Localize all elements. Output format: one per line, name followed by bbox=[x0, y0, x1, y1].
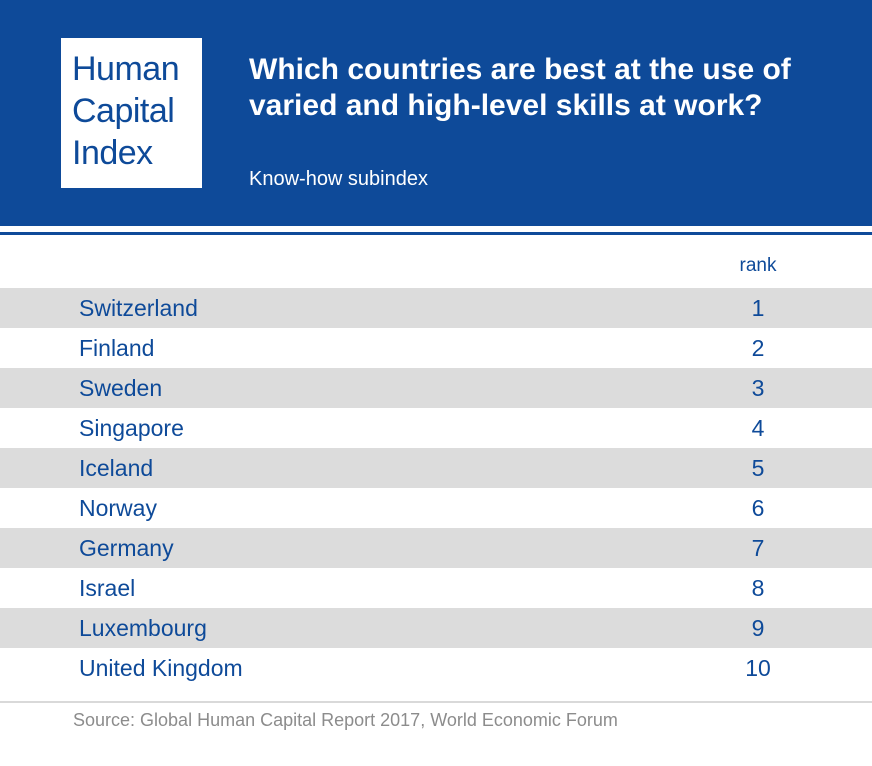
country-name: Iceland bbox=[79, 455, 154, 481]
logo-line: Index bbox=[72, 134, 153, 172]
country-name: United Kingdom bbox=[79, 655, 243, 681]
table-row: Norway 6 bbox=[0, 488, 872, 528]
rank-value: 2 bbox=[751, 335, 765, 361]
rank-value: 6 bbox=[751, 495, 765, 521]
human-capital-index-logo: Human Capital Index bbox=[61, 38, 202, 188]
country-name: Singapore bbox=[79, 415, 184, 441]
country-name: Germany bbox=[79, 535, 174, 561]
header-divider bbox=[0, 232, 872, 235]
table-row: Luxembourg 9 bbox=[0, 608, 872, 648]
table-row: Germany 7 bbox=[0, 528, 872, 568]
country-name: Israel bbox=[79, 575, 136, 601]
rank-value: 7 bbox=[751, 535, 765, 561]
rank-value: 3 bbox=[751, 375, 765, 401]
table-row: United Kingdom 10 bbox=[0, 648, 872, 688]
rank-value: 9 bbox=[751, 615, 765, 641]
table-row: Switzerland 1 bbox=[0, 288, 872, 328]
logo-line: Human bbox=[72, 50, 180, 88]
table-row: Singapore 4 bbox=[0, 408, 872, 448]
rank-value: 5 bbox=[751, 455, 765, 481]
table-row: Sweden 3 bbox=[0, 368, 872, 408]
table-row: Israel 8 bbox=[0, 568, 872, 608]
table-row: Iceland 5 bbox=[0, 448, 872, 488]
rank-value: 1 bbox=[751, 295, 765, 321]
footer-divider bbox=[0, 701, 872, 703]
country-name: Luxembourg bbox=[79, 615, 207, 641]
rank-column-header: rank bbox=[739, 255, 777, 276]
table-row: Finland 2 bbox=[0, 328, 872, 368]
country-name: Sweden bbox=[79, 375, 163, 401]
rank-value: 10 bbox=[745, 655, 771, 681]
ranking-table: Switzerland 1 Finland 2 Sweden 3 Singapore 4 Ice… bbox=[0, 288, 872, 688]
header-banner: Human Capital Index Which countries are … bbox=[0, 0, 872, 226]
rank-value: 4 bbox=[751, 415, 765, 441]
chart-subtitle: Know-how subindex bbox=[249, 168, 428, 190]
rank-value: 8 bbox=[751, 575, 765, 601]
country-name: Norway bbox=[79, 495, 157, 521]
chart-title: Which countries are best at the use of v… bbox=[249, 53, 791, 122]
logo-line: Capital bbox=[72, 92, 175, 130]
country-name: Switzerland bbox=[79, 295, 198, 321]
country-name: Finland bbox=[79, 335, 155, 361]
source-note: Source: Global Human Capital Report 2017… bbox=[73, 710, 618, 730]
